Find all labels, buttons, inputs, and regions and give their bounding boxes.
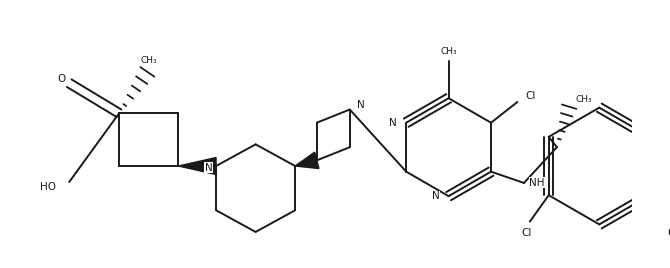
Text: N: N <box>204 163 212 173</box>
Text: N: N <box>357 100 365 110</box>
Text: CH₃: CH₃ <box>141 56 157 65</box>
Polygon shape <box>178 158 216 174</box>
Text: Cl: Cl <box>667 228 670 238</box>
Text: O: O <box>58 75 66 84</box>
Polygon shape <box>295 152 319 169</box>
Text: Cl: Cl <box>525 91 536 101</box>
Text: Cl: Cl <box>521 228 531 238</box>
Text: N: N <box>431 191 440 201</box>
Text: N: N <box>389 118 397 128</box>
Text: NH: NH <box>529 178 545 188</box>
Text: CH₃: CH₃ <box>440 47 457 56</box>
Text: CH₃: CH₃ <box>576 95 592 104</box>
Text: HO: HO <box>40 182 56 192</box>
